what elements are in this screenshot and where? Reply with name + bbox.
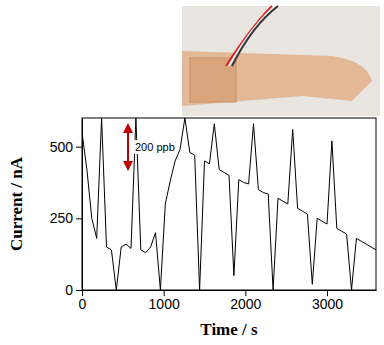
y-tick-label: 0 (65, 282, 73, 298)
x-tick-label: 2000 (230, 296, 261, 312)
x-tick-label: 1000 (149, 296, 180, 312)
x-axis-title: Time / s (200, 320, 258, 339)
y-axis-title: Current / nA (7, 156, 26, 251)
x-tick-label: 0 (79, 296, 87, 312)
x-tick: 1000 (149, 290, 180, 312)
plot: 0 1000 2000 3000 0 250 500 (50, 118, 377, 312)
photo-inset (182, 6, 380, 116)
plot-frame (82, 118, 376, 290)
annotation-background (133, 140, 177, 154)
photo-background (182, 6, 380, 116)
y-tick: 0 (65, 282, 82, 298)
y-tick-label: 250 (50, 210, 74, 226)
annotation: 200 ppb (128, 128, 177, 166)
x-axis: 0 1000 2000 3000 (79, 290, 377, 312)
y-axis: 0 250 500 (50, 119, 83, 298)
x-tick: 3000 (312, 290, 343, 312)
y-tick: 250 (50, 210, 82, 226)
photo-arm (182, 51, 372, 106)
y-tick: 500 (50, 139, 82, 155)
current-line (82, 118, 376, 290)
photo-wire (232, 6, 278, 66)
y-tick-mark (76, 218, 82, 219)
y-tick-label: 500 (50, 139, 74, 155)
marks (82, 118, 376, 290)
y-tick-mark (76, 290, 82, 291)
annotation-arrow (127, 128, 129, 166)
y-tick-mark (76, 147, 82, 148)
x-tick: 0 (79, 290, 87, 312)
x-tick: 2000 (230, 290, 261, 312)
chart: 0 1000 2000 3000 0 250 500 Time / s Current / nA… (0, 0, 384, 345)
annotation-label: 200 ppb (135, 141, 175, 153)
x-axis-line (83, 290, 377, 291)
x-tick-label: 3000 (312, 296, 343, 312)
y-axis-line (82, 119, 83, 291)
